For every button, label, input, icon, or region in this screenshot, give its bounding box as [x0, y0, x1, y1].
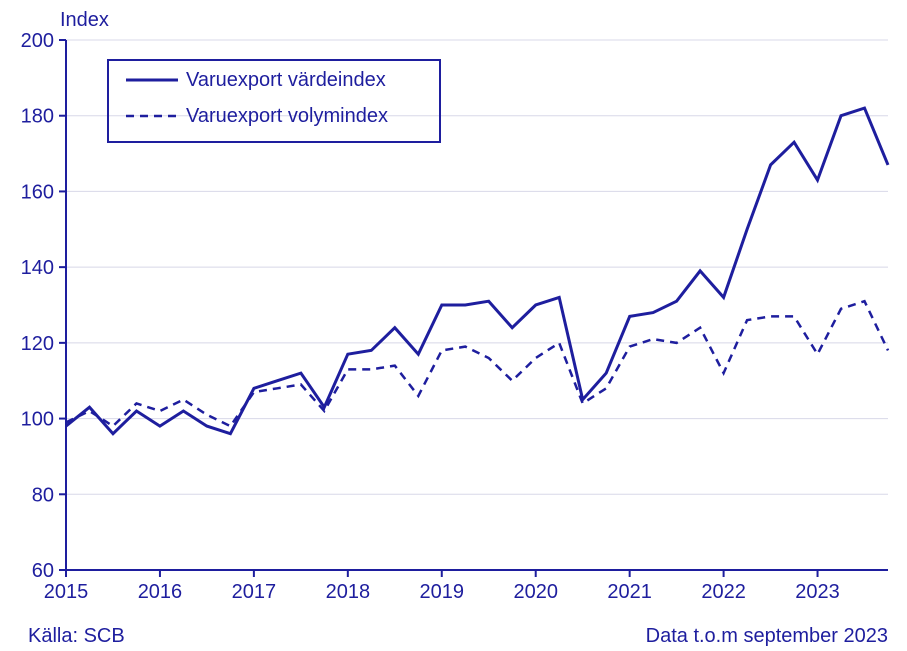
chart-container: 60 80 100 120 140 160 180 200 2015 2016 2017 2018 20…: [0, 0, 907, 651]
y-tick-label: 80: [32, 484, 54, 506]
x-tick-label: 2020: [513, 581, 558, 603]
x-tick-label: 2021: [607, 581, 652, 603]
x-tick-label: 2018: [326, 581, 371, 603]
x-tick-label: 2017: [232, 581, 277, 603]
line-chart: 60 80 100 120 140 160 180 200 2015 2016 2017 2018 20…: [0, 0, 907, 651]
x-tick-label: 2019: [420, 581, 465, 603]
y-tick-label: 100: [21, 409, 54, 431]
x-tick-label: 2023: [795, 581, 840, 603]
footer-date: Data t.o.m september 2023: [646, 625, 888, 647]
footer-source: Källa: SCB: [28, 625, 125, 647]
y-tick-label: 160: [21, 181, 54, 203]
y-tick-label: 180: [21, 106, 54, 128]
legend-label-0: Varuexport värdeindex: [186, 69, 386, 91]
y-tick-label: 120: [21, 333, 54, 355]
legend-label-1: Varuexport volymindex: [186, 105, 388, 127]
y-tick-label: 200: [21, 30, 54, 52]
y-tick-label: 140: [21, 257, 54, 279]
series-line-1: [66, 301, 888, 426]
x-tick-label: 2016: [138, 581, 183, 603]
x-tick-label: 2015: [44, 581, 89, 603]
x-tick-label: 2022: [701, 581, 746, 603]
y-tick-label: 60: [32, 560, 54, 582]
y-axis-label: Index: [60, 9, 109, 31]
series-line-0: [66, 108, 888, 434]
